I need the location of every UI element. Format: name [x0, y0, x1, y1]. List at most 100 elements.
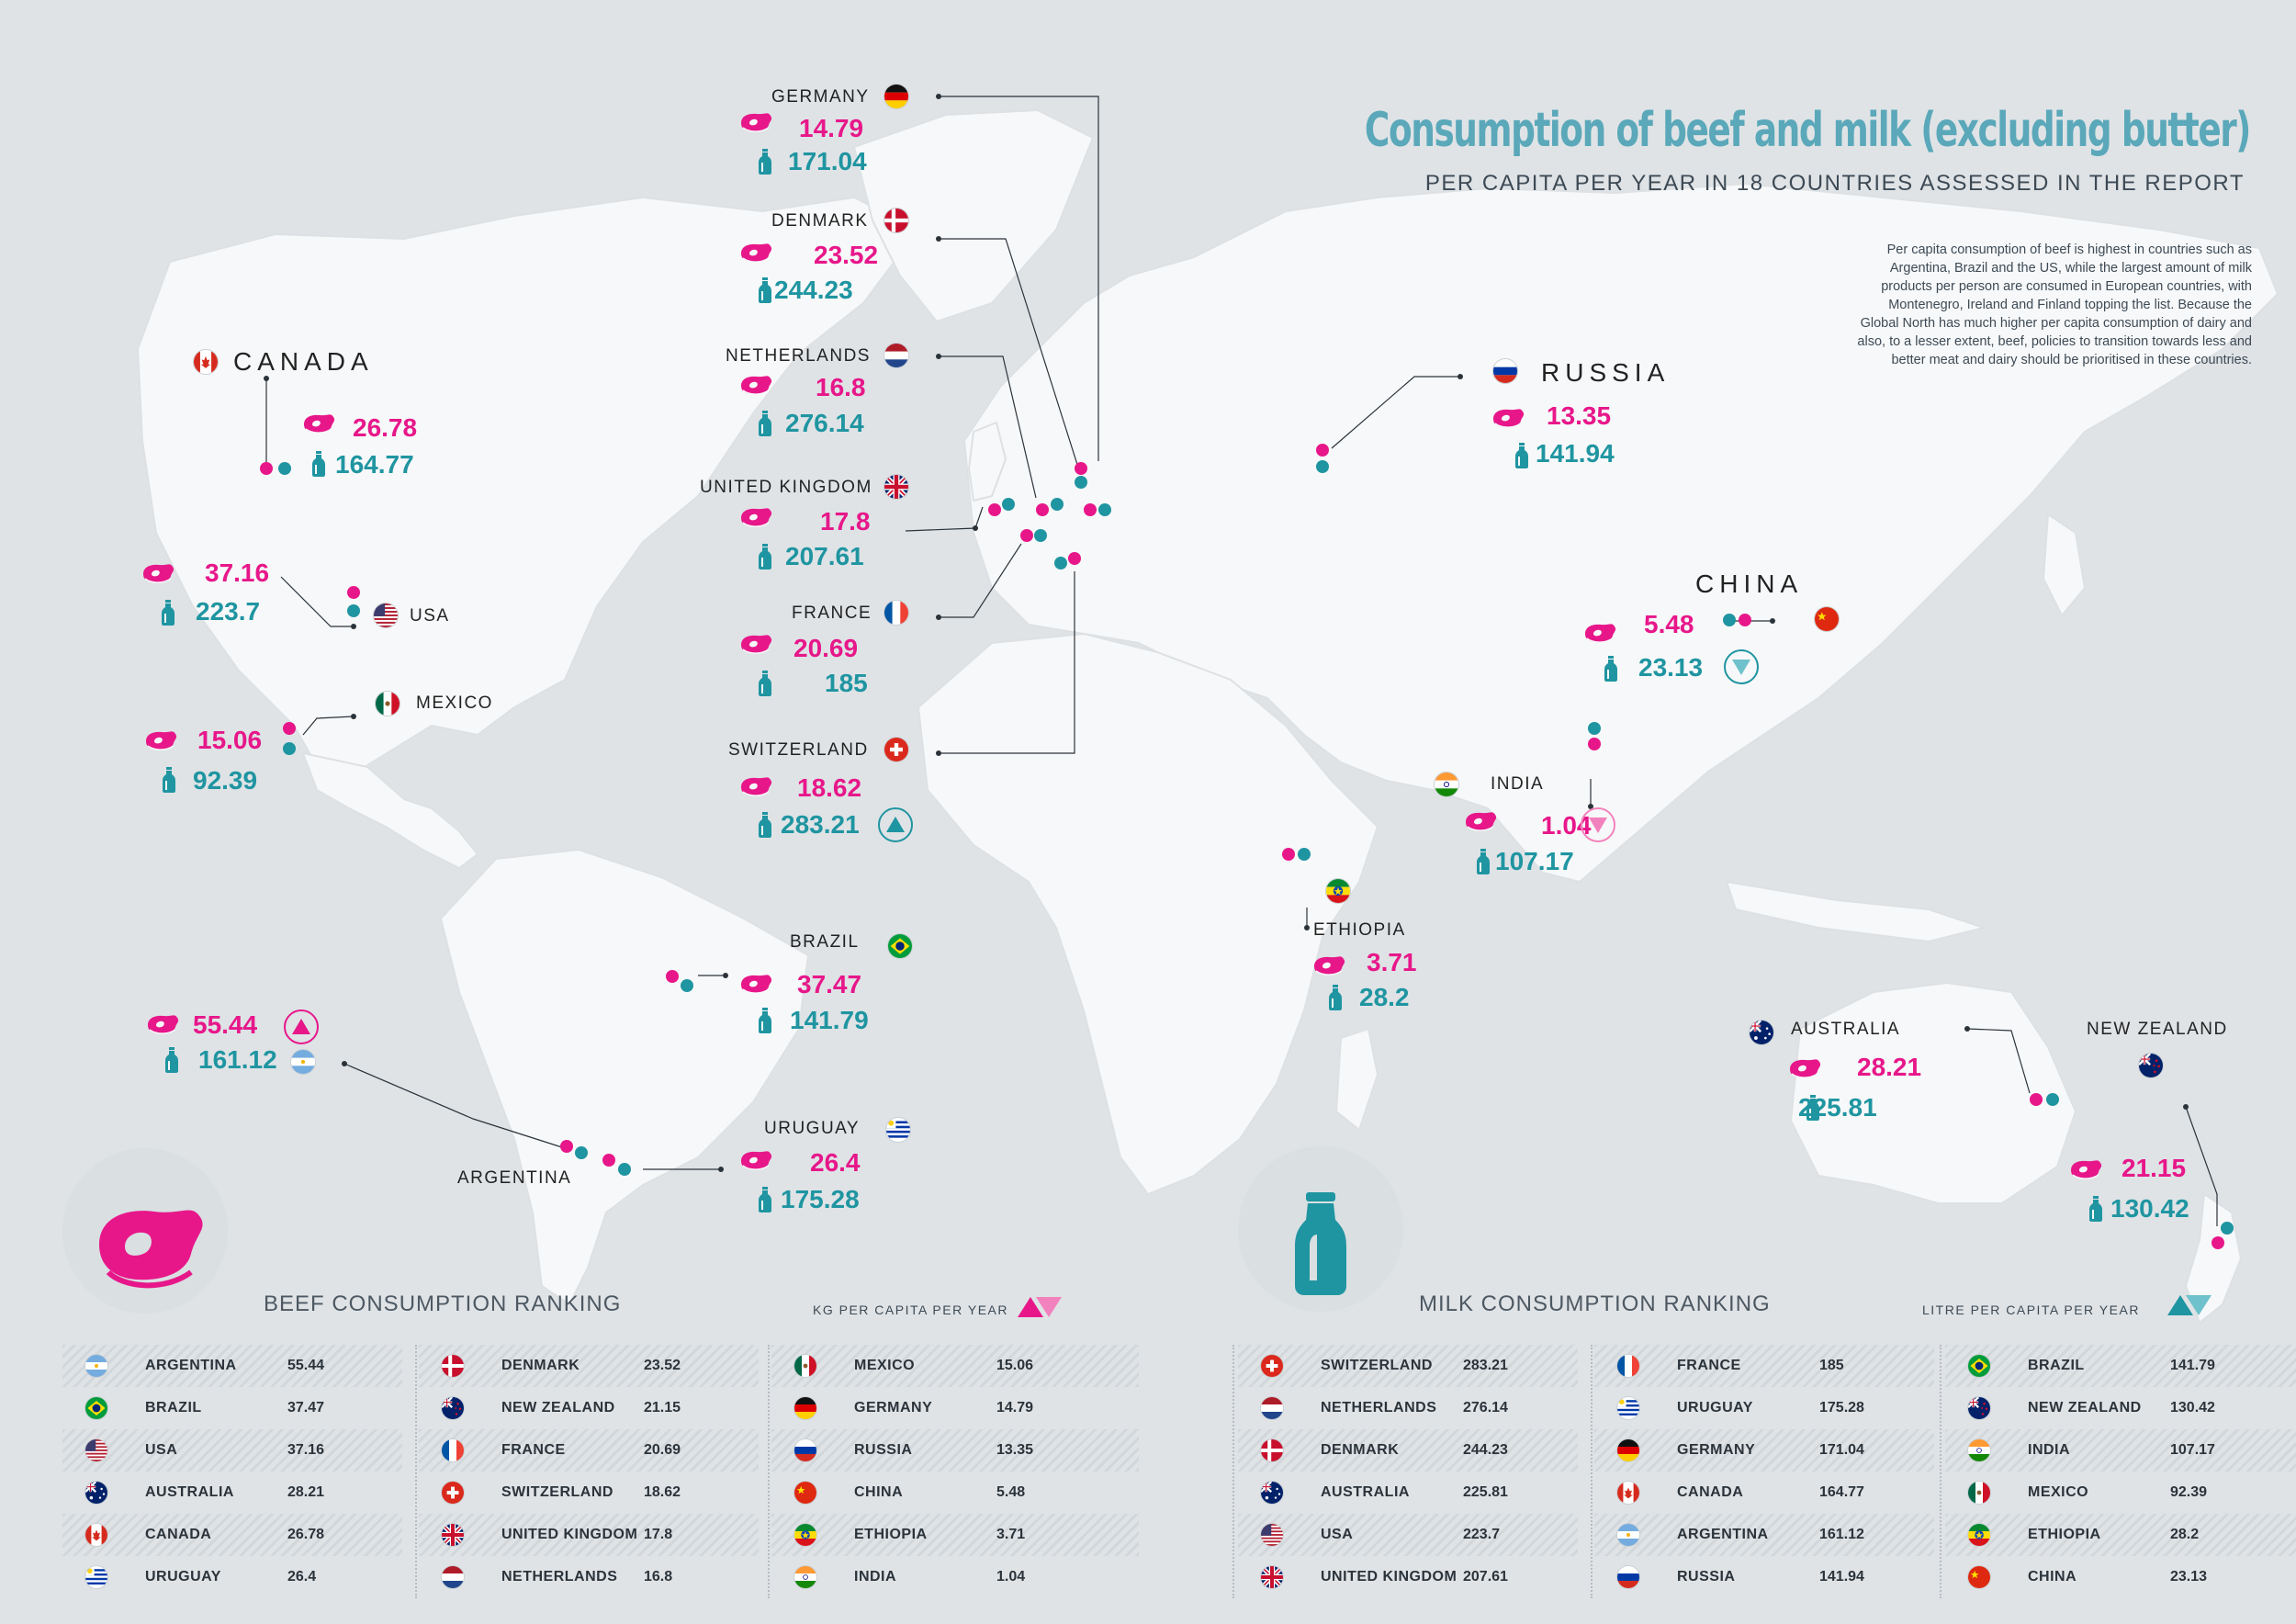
- ranking-country-name: URUGUAY: [145, 1569, 221, 1585]
- beef-ranking-title: BEEF CONSUMPTION RANKING: [264, 1291, 622, 1316]
- switzerland-flag-icon: [441, 1481, 465, 1505]
- ranking-country-name: CHINA: [2028, 1569, 2077, 1585]
- mexico-name: MEXICO: [416, 694, 493, 713]
- china-milk-bottle-icon: [1604, 656, 1617, 682]
- milk_ranking-row: NEW ZEALAND 130.42: [1945, 1387, 2296, 1429]
- big-bottle-icon: [1295, 1192, 1346, 1295]
- uk-steak-icon: [740, 507, 773, 527]
- milk_ranking-row: DENMARK 244.23: [1238, 1429, 1578, 1472]
- russia-beef-value: 13.35: [1547, 401, 1612, 430]
- newzealand-milk-bottle-icon: [2089, 1196, 2102, 1222]
- uk-beef-dot: [988, 503, 1001, 516]
- uk-beef-value: 17.8: [820, 507, 871, 536]
- ranking-country-name: URUGUAY: [1677, 1400, 1753, 1415]
- switzerland-name: SWITZERLAND: [728, 740, 869, 760]
- switzerland-flag-icon: [1260, 1354, 1284, 1378]
- ranking-country-name: NEW ZEALAND: [2028, 1400, 2142, 1415]
- denmark-beef-dot: [1084, 503, 1097, 516]
- ranking-value: 161.12: [1819, 1527, 1864, 1542]
- beef_ranking-row: CANADA 26.78: [62, 1514, 402, 1556]
- argentina-milk-bottle-icon: [165, 1047, 178, 1073]
- ranking-country-name: USA: [145, 1442, 178, 1458]
- beef-triangles-icon: [1018, 1297, 1062, 1317]
- australia-flag-icon: [1749, 1020, 1774, 1045]
- beef_ranking-row: INDIA 1.04: [771, 1556, 1139, 1598]
- uruguay-flag-icon: [84, 1565, 108, 1589]
- mexico-flag-icon: [1967, 1481, 1991, 1505]
- description-text: Per capita consumption of beef is highes…: [1857, 242, 2252, 367]
- mexico-milk-bottle-icon: [163, 767, 175, 793]
- milk_ranking-row: URUGUAY 175.28: [1594, 1387, 1934, 1429]
- denmark-beef-value: 23.52: [814, 241, 879, 269]
- australia-milk-bottle-icon: [1806, 1095, 1819, 1121]
- argentina-flag-icon: [290, 1049, 316, 1075]
- russia-beef-dot: [1316, 444, 1329, 457]
- ranking-value: 141.79: [2170, 1358, 2215, 1373]
- beef_ranking-row: URUGUAY 26.4: [62, 1556, 402, 1598]
- milk_ranking-row: FRANCE 185: [1594, 1345, 1934, 1387]
- denmark-milk-dot: [1098, 503, 1111, 516]
- ethiopia-flag-icon: [793, 1523, 817, 1547]
- ranking-country-name: BRAZIL: [145, 1400, 202, 1415]
- ranking-country-name: ARGENTINA: [145, 1358, 237, 1373]
- uk-milk-value: 207.61: [785, 542, 864, 570]
- usa-milk-dot: [347, 604, 360, 617]
- india-milk-dot: [1588, 722, 1601, 735]
- russia-milk-dot: [1316, 460, 1329, 473]
- uk-name: UNITED KINGDOM: [700, 478, 872, 497]
- switzerland-milk-dot: [1054, 557, 1067, 570]
- ranking-value: 223.7: [1463, 1527, 1501, 1542]
- france-flag-icon: [884, 600, 909, 626]
- uruguay-milk-value: 175.28: [781, 1185, 860, 1213]
- brazil-beef-dot: [666, 970, 679, 983]
- mexico-steak-icon: [145, 730, 178, 750]
- ethiopia-steak-icon: [1313, 955, 1346, 976]
- ranking-country-name: RUSSIA: [854, 1442, 913, 1458]
- canada-flag-icon: [1616, 1481, 1640, 1505]
- indonesia-landmass: [1726, 881, 1985, 942]
- greenland-landmass: [853, 109, 1094, 322]
- germany-beef-dot: [1075, 462, 1087, 475]
- beef_ranking-row: AUSTRALIA 28.21: [62, 1472, 402, 1514]
- argentina-beef-value: 55.44: [193, 1010, 258, 1039]
- france-flag-icon: [1616, 1354, 1640, 1378]
- uk-milk-bottle-icon: [759, 544, 771, 570]
- argentina-steak-icon: [147, 1014, 180, 1034]
- madagascar-landmass: [1335, 1028, 1379, 1131]
- ranking-value: 26.78: [287, 1527, 325, 1542]
- australia-steak-icon: [1789, 1058, 1822, 1078]
- north-america-landmass: [137, 197, 919, 791]
- ranking-value: 5.48: [996, 1484, 1026, 1500]
- ranking-value: 26.4: [287, 1569, 317, 1585]
- ranking-value: 283.21: [1463, 1358, 1508, 1373]
- ethiopia-milk-bottle-icon: [1329, 985, 1342, 1010]
- beef_ranking-row: MEXICO 15.06: [771, 1345, 1139, 1387]
- ranking-value: 207.61: [1463, 1569, 1508, 1585]
- ranking-country-name: AUSTRALIA: [145, 1484, 234, 1500]
- netherlands-beef-dot: [1036, 503, 1049, 516]
- germany-milk-dot: [1075, 476, 1087, 489]
- central-america-landmass: [302, 752, 478, 869]
- milk_ranking-row: ARGENTINA 161.12: [1594, 1514, 1934, 1556]
- netherlands-flag-icon: [884, 343, 909, 368]
- brazil-milk-value: 141.79: [790, 1006, 869, 1034]
- netherlands-flag-icon: [441, 1565, 465, 1589]
- india-flag-icon: [793, 1565, 817, 1589]
- beef_ranking-row: UNITED KINGDOM 17.8: [419, 1514, 759, 1556]
- uk-flag-icon: [441, 1523, 465, 1547]
- ranking-value: 21.15: [644, 1400, 681, 1415]
- argentina-milk-dot: [575, 1146, 588, 1159]
- japan-landmass: [2043, 513, 2086, 616]
- leader-end-dots: [264, 94, 2189, 1172]
- ranking-value: 18.62: [644, 1484, 681, 1500]
- newzealand-milk-value: 130.42: [2110, 1194, 2189, 1223]
- milk_ranking-row: CANADA 164.77: [1594, 1472, 1934, 1514]
- milk_ranking-row: SWITZERLAND 283.21: [1238, 1345, 1578, 1387]
- big-steak-icon: [99, 1210, 203, 1289]
- argentina-flag-icon: [84, 1354, 108, 1378]
- milk_ranking-row: CHINA 23.13: [1945, 1556, 2296, 1598]
- ranking-value: 28.2: [2170, 1527, 2200, 1542]
- switzerland-steak-icon: [740, 776, 773, 796]
- ranking-value: 55.44: [287, 1358, 325, 1373]
